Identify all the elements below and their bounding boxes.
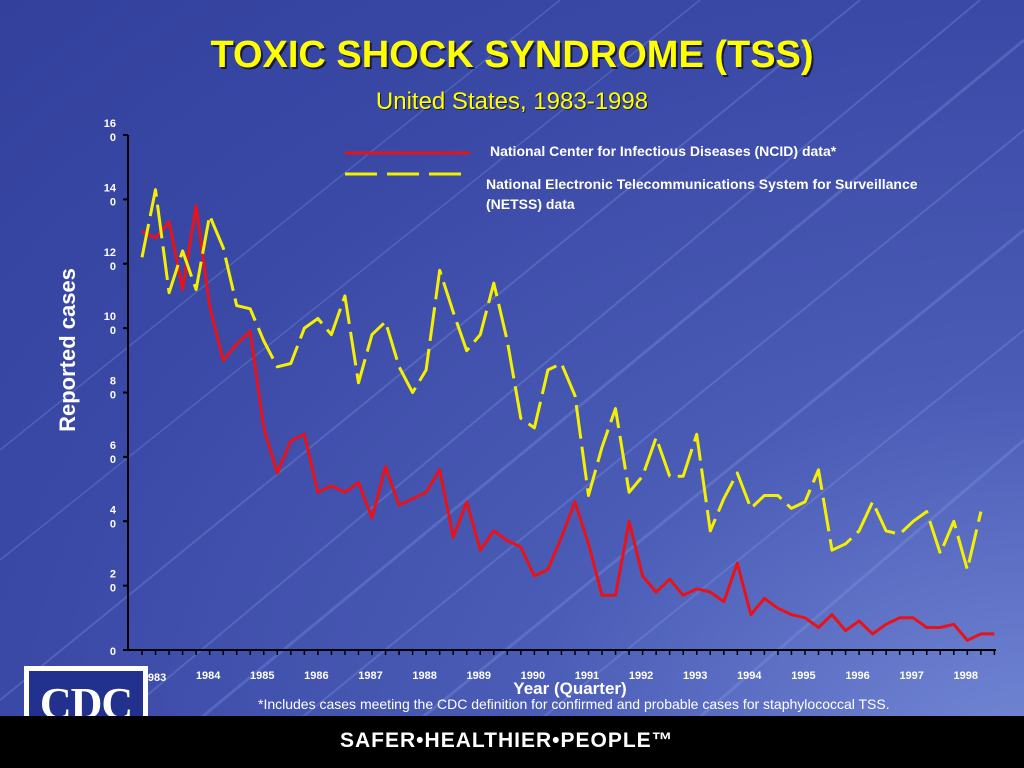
y-tick-label-line: 0 [110,196,116,208]
y-tick-label-line: 0 [110,132,116,144]
x-tick-label: 1985 [250,670,274,682]
y-tick-label-line: 0 [110,325,116,337]
x-tick-label: 1984 [196,670,221,682]
x-tick-label: 1998 [954,670,978,682]
x-tick-label: 1994 [737,670,762,682]
legend-label-ncid: National Center for Infectious Diseases … [490,143,837,159]
legend-label-netss: National Electronic Telecommunications S… [486,176,918,212]
x-tick-label: 1993 [683,670,707,682]
y-tick-label-line: 4 [110,504,117,516]
y-tick-label-line: 10 [104,311,116,323]
x-tick-label: 1992 [629,670,653,682]
y-tick-label-line: 0 [110,454,116,466]
slide-subtitle: United States, 1983-1998 [375,88,649,115]
bottom-bar [0,716,1024,768]
y-tick-label: 16 0 [104,118,116,144]
x-tick-label: 1988 [412,670,436,682]
y-tick-label-line: 6 [110,440,116,452]
x-tick-label: 1997 [899,670,923,682]
series-line-ncid [141,204,995,642]
x-tick-label: 1987 [358,670,382,682]
y-tick-label-line: 0 [110,390,116,402]
y-tick-label-line: 0 [110,261,116,273]
y-tick-label: 12 0 [104,247,116,273]
y-tick-label-line: 16 [104,118,116,130]
slide-title: TOXIC SHOCK SYNDROME (TSS) [210,34,814,76]
y-axis-label-box: Reported cases [48,250,88,450]
x-tick-label: 1986 [304,670,328,682]
x-axis-label: Year (Quarter) [513,679,627,698]
x-tick-label: 1990 [521,670,545,682]
y-tick-label-line: 8 [110,376,116,388]
footnote: *Includes cases meeting the CDC definiti… [258,696,890,712]
y-tick-label-line: 0 [110,518,116,530]
x-tick-label: 1991 [575,670,599,682]
y-tick-label-line: 14 [104,182,117,194]
series-line-netss [140,188,983,571]
y-tick-label-line: 0 [110,646,116,658]
y-tick-label-line: 0 [110,583,116,595]
y-tick-label: 10 0 [104,311,116,337]
y-tick-label-line: 2 [110,569,116,581]
slogan: SAFER•HEALTHIER•PEOPLE™ [340,729,674,752]
x-tick-label: 1996 [845,670,869,682]
y-tick-label: 0 [110,646,116,658]
y-tick-label-line: 12 [104,247,116,259]
y-axis-label: Reported cases [55,268,80,432]
x-tick-label: 1989 [466,670,490,682]
y-tick-label: 14 0 [104,182,117,208]
x-tick-label: 1995 [791,670,815,682]
